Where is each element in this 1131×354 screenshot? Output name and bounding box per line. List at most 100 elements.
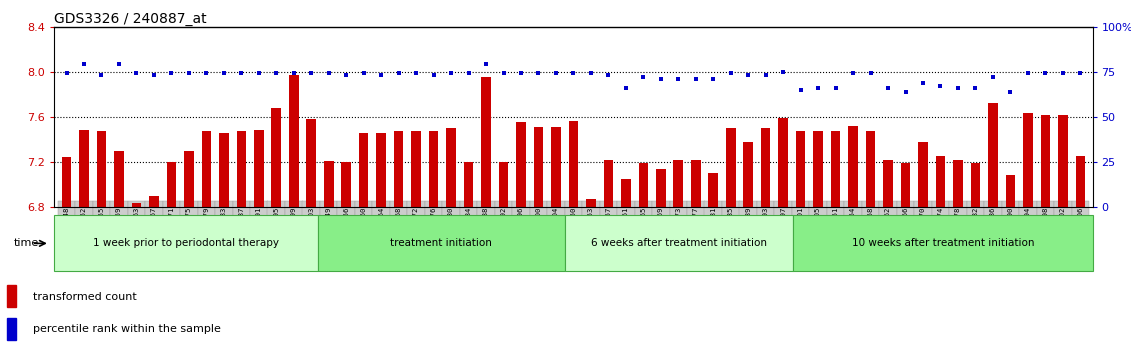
Point — [687, 76, 705, 82]
FancyBboxPatch shape — [564, 216, 793, 271]
Point — [599, 73, 618, 78]
Bar — [848, 126, 858, 207]
Point — [774, 69, 792, 75]
Bar — [796, 131, 805, 207]
FancyBboxPatch shape — [54, 216, 318, 271]
Point — [355, 71, 373, 76]
Bar — [184, 151, 193, 207]
Point — [389, 71, 407, 76]
Bar — [1041, 115, 1051, 207]
Point — [879, 85, 897, 91]
Point — [75, 62, 93, 67]
Bar — [639, 163, 648, 207]
Bar — [323, 161, 334, 207]
Bar — [621, 179, 631, 207]
Text: treatment initiation: treatment initiation — [390, 238, 492, 249]
Bar — [1057, 115, 1068, 207]
Point — [581, 71, 599, 76]
Bar — [918, 142, 927, 207]
Bar — [79, 130, 89, 207]
Point — [372, 73, 390, 78]
Bar — [464, 162, 474, 207]
Bar — [586, 199, 596, 207]
Point — [477, 62, 495, 67]
Point — [757, 73, 775, 78]
Bar — [743, 142, 753, 207]
Point — [250, 71, 268, 76]
Bar — [412, 131, 421, 207]
Point — [302, 71, 320, 76]
Bar — [201, 131, 211, 207]
Bar — [499, 162, 508, 207]
Bar — [342, 162, 351, 207]
Point — [215, 71, 233, 76]
Bar — [831, 131, 840, 207]
Point — [267, 71, 285, 76]
Point — [827, 85, 845, 91]
Point — [232, 71, 250, 76]
Bar — [7, 318, 16, 340]
Bar — [114, 151, 123, 207]
Bar — [708, 173, 718, 207]
Text: 10 weeks after treatment initiation: 10 weeks after treatment initiation — [852, 238, 1034, 249]
Point — [984, 74, 1002, 80]
Bar — [691, 160, 700, 207]
Point — [1001, 89, 1019, 95]
Bar — [131, 202, 141, 207]
Point — [670, 76, 688, 82]
Bar — [219, 133, 228, 207]
Bar — [900, 163, 910, 207]
Point — [1019, 71, 1037, 76]
Bar — [656, 169, 666, 207]
Bar — [62, 158, 71, 207]
Bar — [673, 160, 683, 207]
Text: time: time — [14, 238, 38, 249]
Text: 1 week prior to periodontal therapy: 1 week prior to periodontal therapy — [93, 238, 279, 249]
Bar — [447, 128, 456, 207]
Bar — [726, 128, 735, 207]
Bar — [1076, 156, 1085, 207]
Bar — [761, 128, 770, 207]
Bar — [96, 131, 106, 207]
Point — [1054, 71, 1072, 76]
Bar — [377, 133, 386, 207]
Bar — [1005, 176, 1016, 207]
Bar — [307, 119, 316, 207]
Point — [564, 71, 582, 76]
Text: transformed count: transformed count — [33, 292, 137, 302]
Bar — [166, 162, 176, 207]
Point — [442, 71, 460, 76]
Text: GDS3326 / 240887_at: GDS3326 / 240887_at — [54, 12, 207, 25]
Bar — [865, 131, 875, 207]
Point — [634, 74, 653, 80]
Bar — [481, 77, 491, 207]
Bar — [394, 131, 404, 207]
Point — [320, 71, 338, 76]
Bar — [149, 196, 158, 207]
Point — [914, 80, 932, 85]
Bar — [1024, 113, 1033, 207]
Point — [616, 85, 634, 91]
Bar — [359, 133, 369, 207]
Bar — [813, 131, 823, 207]
Point — [197, 71, 215, 76]
Bar — [569, 121, 578, 207]
Bar — [254, 130, 264, 207]
Point — [792, 87, 810, 93]
Point — [651, 76, 670, 82]
Bar — [953, 160, 962, 207]
Point — [1071, 71, 1089, 76]
Point — [949, 85, 967, 91]
Text: 6 weeks after treatment initiation: 6 weeks after treatment initiation — [592, 238, 767, 249]
Bar — [7, 285, 16, 307]
Point — [966, 85, 984, 91]
Bar — [883, 160, 892, 207]
Point — [285, 71, 303, 76]
Point — [110, 62, 128, 67]
Bar — [236, 131, 247, 207]
Point — [1036, 71, 1054, 76]
Point — [58, 71, 76, 76]
Text: percentile rank within the sample: percentile rank within the sample — [33, 325, 221, 335]
Point — [494, 71, 512, 76]
Bar — [516, 122, 526, 207]
